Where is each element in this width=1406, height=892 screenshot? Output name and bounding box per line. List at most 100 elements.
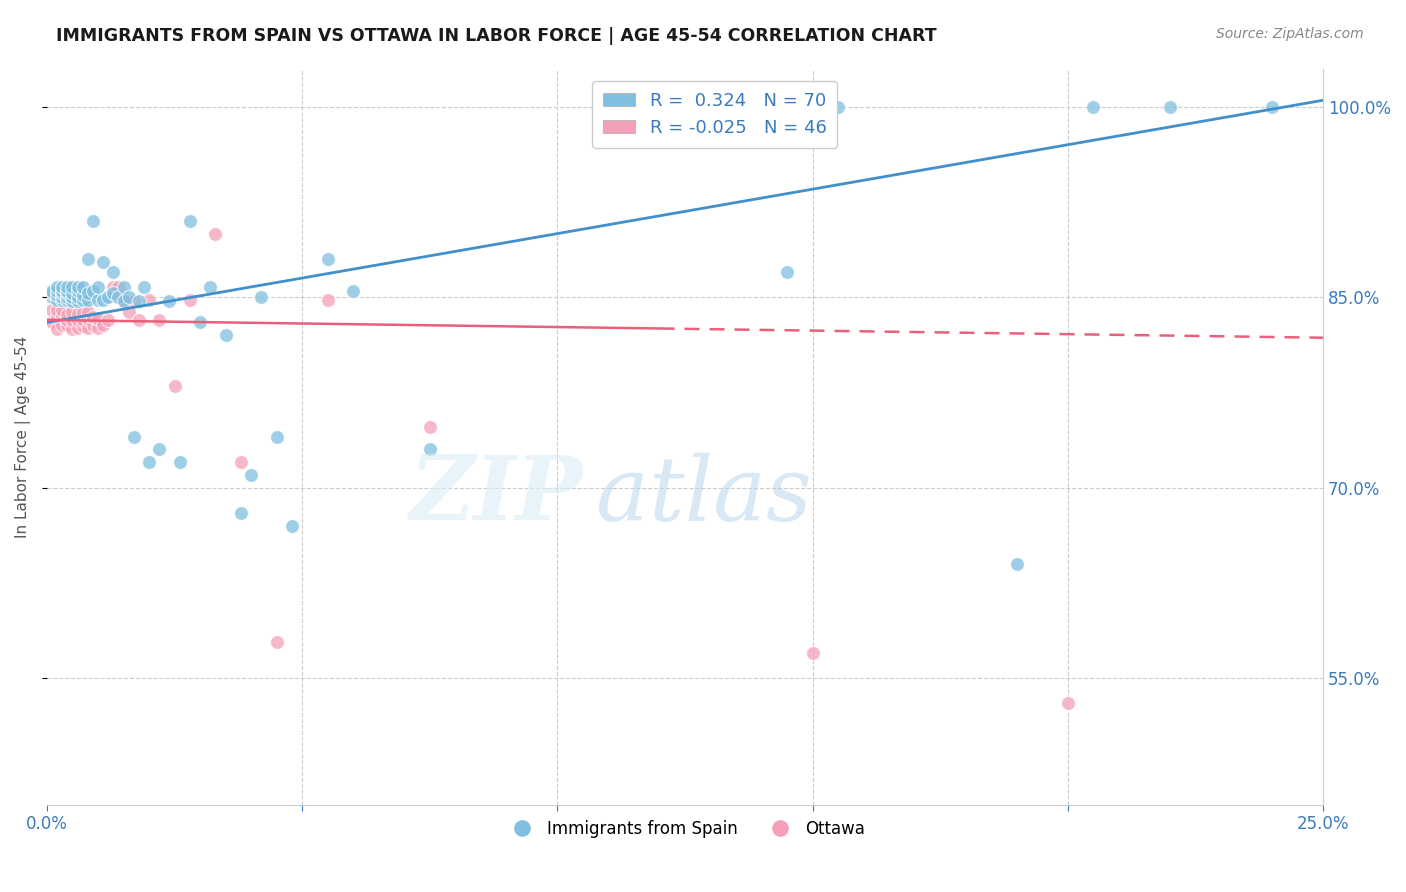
Point <box>266 430 288 444</box>
Point <box>56 308 79 322</box>
Point <box>62 322 84 336</box>
Point <box>281 518 304 533</box>
Point <box>76 311 98 326</box>
Point <box>56 290 79 304</box>
Point <box>51 302 73 317</box>
Point <box>51 309 73 323</box>
Point <box>229 506 252 520</box>
Point <box>82 310 104 325</box>
Point <box>419 442 441 457</box>
Point <box>46 302 69 317</box>
Point <box>776 265 799 279</box>
Point <box>66 284 89 298</box>
Point <box>87 311 110 326</box>
Point <box>72 280 94 294</box>
Point <box>316 252 339 266</box>
Point <box>122 430 145 444</box>
Point <box>72 305 94 319</box>
Point <box>117 305 139 319</box>
Point <box>41 302 63 317</box>
Point <box>51 284 73 298</box>
Point <box>82 214 104 228</box>
Point <box>200 280 222 294</box>
Point <box>56 293 79 307</box>
Point <box>66 320 89 334</box>
Point <box>159 293 181 308</box>
Point <box>51 293 73 307</box>
Point <box>46 280 69 294</box>
Point <box>148 313 170 327</box>
Point <box>76 305 98 319</box>
Point <box>179 214 201 228</box>
Point <box>1005 557 1028 571</box>
Point <box>179 293 201 307</box>
Point <box>51 290 73 304</box>
Point <box>46 287 69 301</box>
Point <box>163 379 186 393</box>
Point <box>41 284 63 298</box>
Point <box>41 286 63 301</box>
Point <box>240 467 263 482</box>
Point <box>72 293 94 307</box>
Point <box>107 290 129 304</box>
Point <box>1057 697 1080 711</box>
Point <box>66 280 89 294</box>
Point <box>46 284 69 298</box>
Point <box>76 286 98 301</box>
Point <box>72 287 94 301</box>
Point <box>112 280 135 294</box>
Point <box>214 328 236 343</box>
Point <box>62 313 84 327</box>
Point <box>122 293 145 308</box>
Point <box>66 293 89 308</box>
Point <box>112 293 135 308</box>
Point <box>1159 100 1181 114</box>
Point <box>56 284 79 298</box>
Point <box>66 307 89 321</box>
Text: IMMIGRANTS FROM SPAIN VS OTTAWA IN LABOR FORCE | AGE 45-54 CORRELATION CHART: IMMIGRANTS FROM SPAIN VS OTTAWA IN LABOR… <box>56 27 936 45</box>
Point <box>72 319 94 334</box>
Text: atlas: atlas <box>596 452 811 539</box>
Point <box>128 313 150 327</box>
Point <box>76 252 98 266</box>
Point <box>46 309 69 323</box>
Point <box>91 254 114 268</box>
Point <box>82 284 104 298</box>
Point <box>62 290 84 304</box>
Point <box>62 293 84 308</box>
Point <box>169 455 191 469</box>
Text: Source: ZipAtlas.com: Source: ZipAtlas.com <box>1216 27 1364 41</box>
Point <box>250 290 273 304</box>
Point <box>51 280 73 294</box>
Point <box>138 455 160 469</box>
Point <box>41 316 63 330</box>
Point <box>132 280 155 294</box>
Point <box>87 320 110 334</box>
Point <box>128 293 150 308</box>
Point <box>699 100 721 114</box>
Point <box>76 320 98 334</box>
Point <box>46 293 69 307</box>
Point <box>103 265 125 279</box>
Point <box>56 286 79 301</box>
Point <box>62 305 84 319</box>
Point <box>91 318 114 332</box>
Point <box>56 313 79 327</box>
Point <box>112 293 135 308</box>
Y-axis label: In Labor Force | Age 45-54: In Labor Force | Age 45-54 <box>15 335 31 538</box>
Point <box>72 313 94 327</box>
Point <box>188 316 211 330</box>
Point <box>117 290 139 304</box>
Point <box>316 293 339 307</box>
Point <box>204 227 226 241</box>
Point <box>801 646 824 660</box>
Point <box>87 280 110 294</box>
Point <box>56 318 79 332</box>
Point <box>41 290 63 304</box>
Text: ZIP: ZIP <box>409 452 583 539</box>
Point <box>66 290 89 304</box>
Point <box>82 318 104 332</box>
Point <box>51 318 73 332</box>
Point <box>1083 100 1105 114</box>
Point <box>51 286 73 301</box>
